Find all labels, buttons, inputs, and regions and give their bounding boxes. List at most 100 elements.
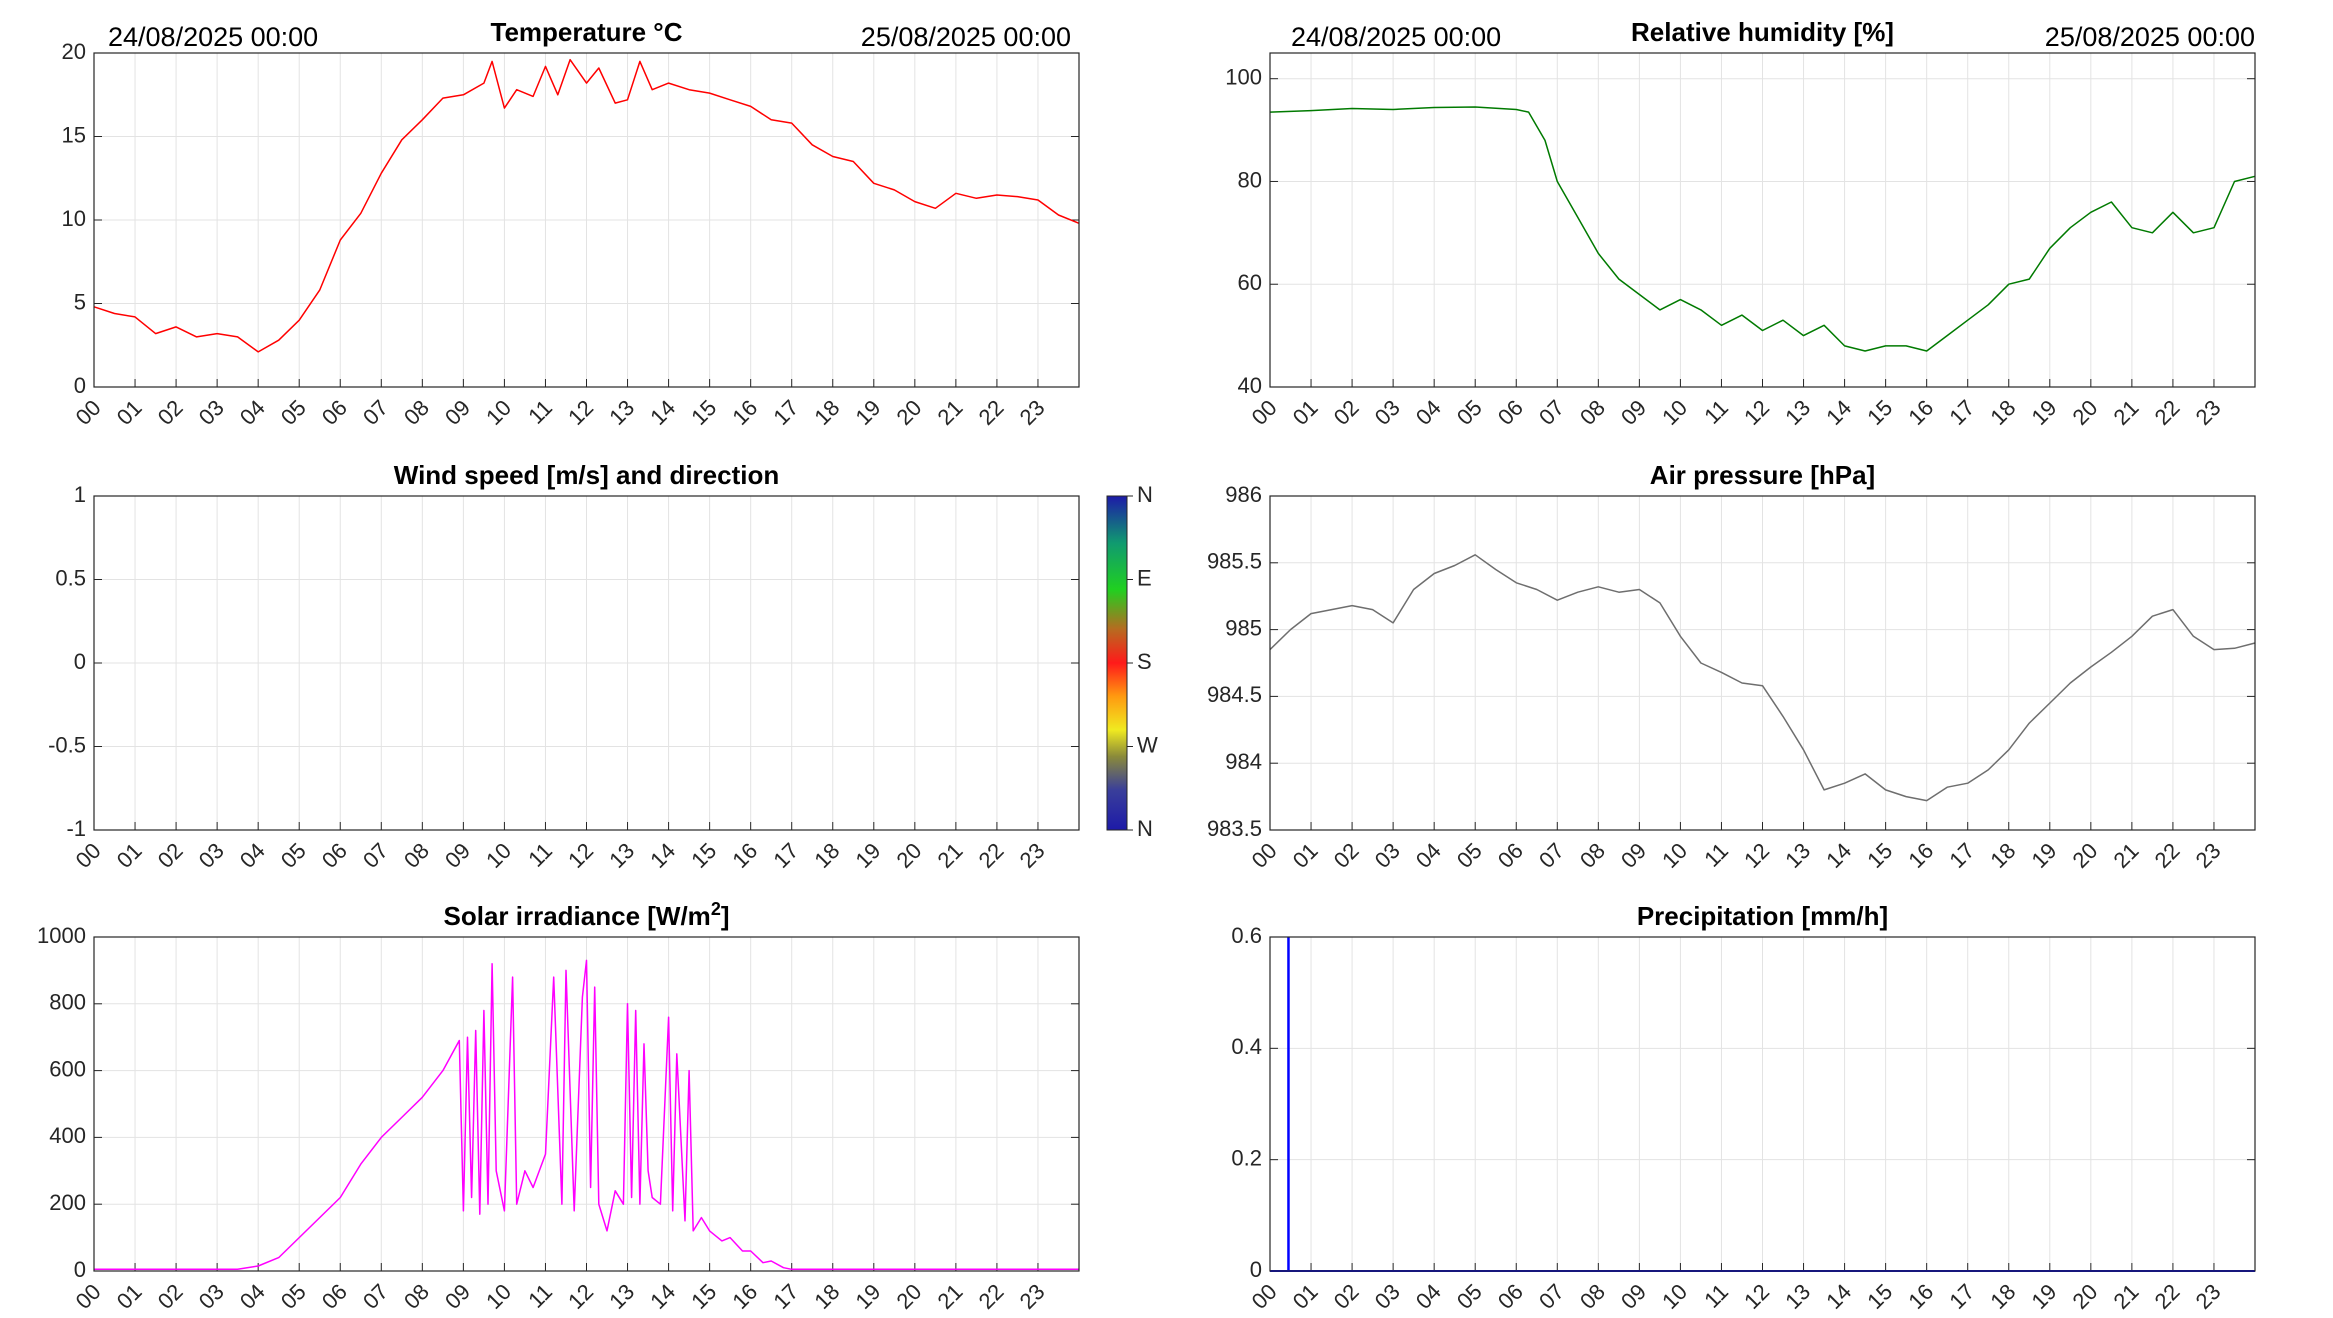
wind-xtick-label: 09: [440, 838, 475, 873]
wind-title: Wind speed [m/s] and direction: [394, 460, 779, 490]
wind-xtick-label: 07: [358, 838, 393, 873]
humidity-xtick-label: 16: [1903, 395, 1938, 430]
precipitation-ytick-label: 0.2: [1231, 1145, 1262, 1170]
direction-colorbar: [1106, 495, 1128, 831]
wind-axes-frame: [93, 495, 1080, 831]
temperature-xtick-label: 03: [194, 395, 229, 430]
start-date-left: 24/08/2025 00:00: [108, 22, 318, 52]
pressure-xtick-label: 22: [2150, 838, 2185, 873]
irradiance-ytick-label: 0: [74, 1257, 86, 1282]
pressure-xtick-label: 19: [2026, 838, 2061, 873]
temperature-xtick-label: 11: [523, 395, 557, 429]
pressure-axes-frame: [1269, 495, 2256, 831]
humidity-chart: 00 01 02 03 04 05 06 07 08 09 10 11 12 13 14 15 16 17 18 19…: [1225, 17, 2256, 430]
wind-ytick-label: -1: [66, 816, 86, 841]
precipitation-xtick-label: 16: [1903, 1279, 1938, 1313]
humidity-xtick-label: 13: [1780, 395, 1815, 430]
irradiance-ytick-label: 400: [49, 1123, 86, 1148]
pressure-xtick-label: 14: [1821, 838, 1856, 873]
wind-xtick-label: 20: [891, 838, 926, 873]
precipitation-xtick-label: 05: [1452, 1279, 1487, 1313]
wind-xtick-label: 04: [235, 838, 270, 873]
wind-xtick-label: 14: [645, 838, 680, 873]
humidity-xtick-label: 17: [1944, 395, 1979, 430]
pressure-series-line: [1269, 554, 2256, 802]
irradiance-xtick-label: 13: [604, 1279, 639, 1313]
irradiance-xtick-label: 01: [112, 1279, 147, 1313]
temperature-xtick-label: 06: [317, 395, 352, 430]
wind-xtick-label: 11: [523, 838, 557, 872]
pressure-xtick-label: 04: [1411, 838, 1446, 873]
irradiance-xtick-label: 02: [153, 1279, 188, 1313]
wind-ytick-label: -0.5: [48, 732, 86, 757]
pressure-xtick-label: 15: [1862, 838, 1897, 873]
irradiance-xtick-label: 07: [358, 1279, 393, 1313]
precipitation-xtick-label: 17: [1944, 1279, 1979, 1313]
temperature-ytick-label: 5: [74, 289, 86, 314]
precipitation-title: Precipitation [mm/h]: [1637, 901, 1888, 931]
wind-xtick-label: 00: [71, 838, 106, 873]
colorbar-label: N: [1137, 482, 1153, 507]
pressure-xtick-label: 18: [1985, 838, 2020, 873]
precipitation-ytick-label: 0.6: [1231, 923, 1262, 948]
irradiance-xtick-label: 15: [686, 1279, 721, 1313]
precipitation-xtick-label: 23: [2191, 1279, 2226, 1313]
wind-xtick-label: 12: [563, 838, 598, 873]
temperature-xtick-label: 07: [358, 395, 393, 430]
wind-ytick-label: 0: [74, 649, 86, 674]
temperature-chart: 00 01 02 03 04 05 06 07 08 09 10 11 12 13 14 15 16 17 18 19…: [62, 17, 1080, 430]
precipitation-axes-frame: [1269, 936, 2256, 1272]
colorbar-labels: N W S E N: [1127, 482, 1158, 841]
precipitation-xtick-label: 19: [2026, 1279, 2061, 1313]
humidity-ytick-label: 100: [1225, 65, 1262, 90]
pressure-ytick-label: 985.5: [1207, 549, 1262, 574]
temperature-xtick-label: 09: [440, 395, 475, 430]
irradiance-xtick-label: 00: [71, 1279, 106, 1313]
irradiance-xtick-label: 09: [440, 1279, 475, 1313]
start-date-right: 24/08/2025 00:00: [1291, 22, 1501, 52]
pressure-xtick-label: 06: [1493, 838, 1528, 873]
wind-xtick-label: 08: [399, 838, 434, 873]
wind-xtick-label: 06: [317, 838, 352, 873]
wind-xtick-label: 13: [604, 838, 639, 873]
temperature-xtick-label: 19: [850, 395, 885, 430]
humidity-xtick-label: 23: [2191, 395, 2226, 430]
temperature-xtick-label: 15: [686, 395, 721, 430]
pressure-xtick-label: 05: [1452, 838, 1487, 873]
pressure-ytick-label: 984: [1225, 749, 1262, 774]
wind-ytick-label: 0.5: [55, 565, 86, 590]
temperature-ytick-label: 20: [62, 39, 86, 64]
irradiance-xtick-label: 20: [891, 1279, 926, 1313]
humidity-xtick-label: 20: [2067, 395, 2102, 430]
precipitation-xtick-label: 22: [2150, 1279, 2185, 1313]
pressure-xtick-label: 01: [1288, 838, 1323, 873]
temperature-xtick-label: 05: [276, 395, 311, 430]
precipitation-xtick-label: 03: [1370, 1279, 1405, 1313]
precipitation-xtick-label: 00: [1247, 1279, 1282, 1313]
precipitation-xtick-label: 07: [1534, 1279, 1569, 1313]
wind-xtick-label: 03: [194, 838, 229, 873]
precipitation-chart: 00 01 02 03 04 05 06 07 08 09 10 11 12 13 14 15 16 17 18 19…: [1231, 901, 2256, 1314]
precipitation-xtick-label: 01: [1288, 1279, 1323, 1313]
irradiance-title: Solar irradiance [W/m2]: [444, 899, 730, 931]
precipitation-xtick-label: 20: [2067, 1279, 2102, 1313]
temperature-xtick-label: 10: [481, 395, 516, 430]
end-date-left: 25/08/2025 00:00: [861, 22, 1071, 52]
wind-xtick-label: 22: [974, 838, 1009, 873]
precipitation-xtick-label: 10: [1657, 1279, 1692, 1313]
humidity-axes-frame: [1269, 52, 2256, 388]
temperature-ytick-label: 15: [62, 122, 86, 147]
colorbar-label: N: [1137, 816, 1153, 841]
pressure-xtick-label: 17: [1944, 838, 1979, 873]
temperature-title: Temperature °C: [491, 17, 683, 47]
humidity-xtick-label: 06: [1493, 395, 1528, 430]
precipitation-ytick-label: 0.4: [1231, 1034, 1262, 1059]
precipitation-xtick-label: 18: [1985, 1279, 2020, 1313]
irradiance-xtick-label: 10: [481, 1279, 516, 1313]
precipitation-xtick-label: 08: [1575, 1279, 1610, 1313]
humidity-ytick-label: 80: [1238, 167, 1262, 192]
irradiance-xtick-label: 12: [563, 1279, 598, 1313]
pressure-title: Air pressure [hPa]: [1650, 460, 1875, 490]
humidity-xtick-label: 08: [1575, 395, 1610, 430]
